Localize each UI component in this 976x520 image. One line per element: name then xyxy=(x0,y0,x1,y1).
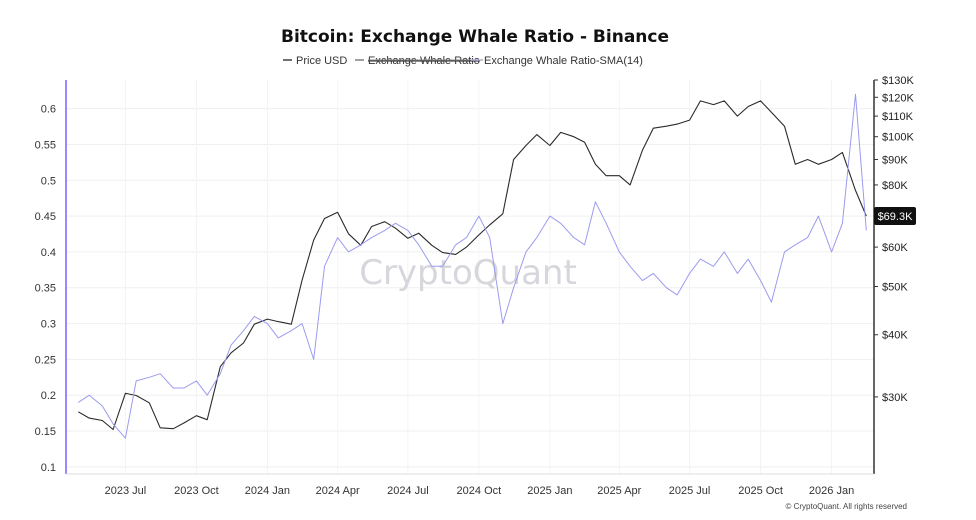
current-price-label: $69.3K xyxy=(878,211,914,223)
y-left-tick-label: 0.6 xyxy=(41,104,56,116)
x-tick-label: 2025 Oct xyxy=(738,485,783,497)
y-left-tick-label: 0.15 xyxy=(35,426,56,438)
x-tick-label: 2024 Oct xyxy=(457,485,502,497)
whale-ratio-sma-line xyxy=(78,93,867,439)
x-tick-label: 2024 Jan xyxy=(245,485,290,497)
axes: 0.1 0.15 0.2 0.25 0.3 0.35 0.4 0.45 0.5 0.55 0.6 20… xyxy=(35,75,916,497)
legend-label: Exchange Whale Ratio-SMA(14) xyxy=(484,55,643,67)
y-right-tick-label: $40K xyxy=(882,330,908,342)
chart-title: Bitcoin: Exchange Whale Ratio - Binance xyxy=(281,27,669,47)
x-tick-label: 2025 Jul xyxy=(669,485,711,497)
y-left-tick-label: 0.45 xyxy=(35,211,56,223)
y-right-tick-label: $120K xyxy=(882,92,914,104)
legend-label: Exchange Whale Ratio xyxy=(368,55,480,67)
y-left-tick-label: 0.1 xyxy=(41,462,56,474)
series-layer xyxy=(78,93,867,439)
y-left-tick-label: 0.35 xyxy=(35,283,56,295)
y-left-tick-label: 0.3 xyxy=(41,319,56,331)
legend: Price USD Exchange Whale Ratio Exchange Wh… xyxy=(283,55,643,67)
x-tick-label: 2026 Jan xyxy=(809,485,854,497)
y-right-tick-label: $100K xyxy=(882,132,914,144)
y-right-tick-label: $90K xyxy=(882,154,908,166)
price-usd-line xyxy=(78,100,867,431)
x-tick-label: 2023 Jul xyxy=(105,485,147,497)
y-right-tick-label: $80K xyxy=(882,180,908,192)
y-right-tick-label: $30K xyxy=(882,392,908,404)
x-tick-label: 2024 Apr xyxy=(316,485,360,497)
y-left-tick-label: 0.25 xyxy=(35,354,56,366)
y-left-tick-label: 0.4 xyxy=(41,247,56,259)
copyright-footer: © CryptoQuant. All rights reserved xyxy=(786,502,908,511)
current-price-badge xyxy=(874,206,916,225)
x-tick-label: 2024 Jul xyxy=(387,485,429,497)
y-right-tick-label: $110K xyxy=(882,111,914,123)
legend-label: Price USD xyxy=(296,55,347,67)
gridlines xyxy=(66,80,874,474)
y-left-tick-label: 0.5 xyxy=(41,175,56,187)
watermark: CryptoQuant xyxy=(359,253,577,293)
y-left-tick-label: 0.55 xyxy=(35,139,56,151)
y-right-tick-label: $50K xyxy=(882,282,908,294)
x-tick-label: 2023 Oct xyxy=(174,485,219,497)
x-tick-label: 2025 Apr xyxy=(597,485,641,497)
y-right-tick-label: $60K xyxy=(882,242,908,254)
y-left-tick-label: 0.2 xyxy=(41,390,56,402)
x-tick-label: 2025 Jan xyxy=(527,485,572,497)
y-right-tick-label: $130K xyxy=(882,75,914,87)
